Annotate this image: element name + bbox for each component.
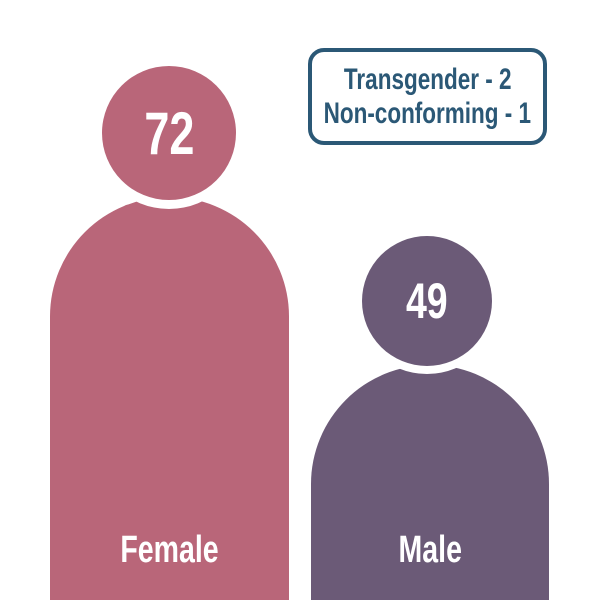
legend-box: Transgender - 2 Non-conforming - 1 xyxy=(308,48,547,145)
male-label-text: Male xyxy=(398,529,462,571)
female-value: 72 xyxy=(143,99,195,167)
legend-transgender-text: Transgender - 2 xyxy=(343,62,512,96)
male-value: 49 xyxy=(406,273,448,329)
legend-line-nonconforming: Non-conforming - 1 xyxy=(289,97,566,131)
female-body-shape: Female xyxy=(50,197,289,600)
female-head-circle: 72 xyxy=(102,66,236,200)
legend-line-transgender: Transgender - 2 xyxy=(316,63,539,97)
female-label: Female xyxy=(50,530,289,570)
female-label-text: Female xyxy=(120,529,219,571)
male-body-shape: Male xyxy=(311,365,549,600)
legend-nonconforming-text: Non-conforming - 1 xyxy=(323,96,532,130)
male-head-circle: 49 xyxy=(362,236,492,366)
male-label: Male xyxy=(311,530,549,570)
